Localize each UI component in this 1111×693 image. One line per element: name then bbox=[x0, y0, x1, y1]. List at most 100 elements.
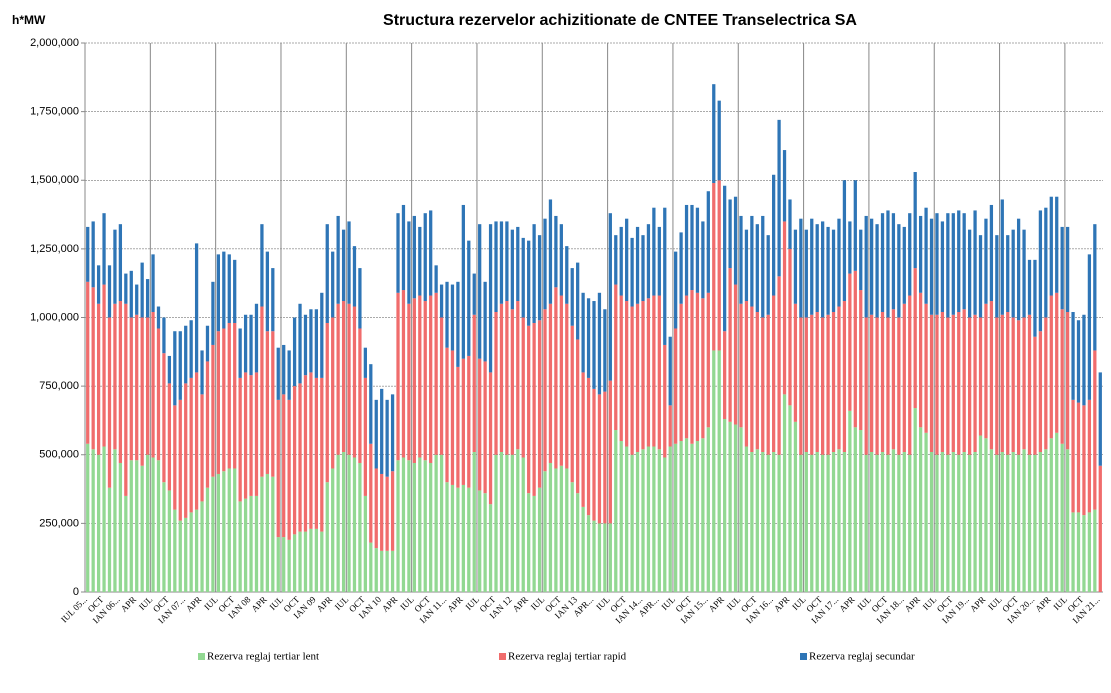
bar-segment bbox=[1060, 309, 1064, 444]
bar-segment bbox=[385, 399, 389, 477]
bar-segment bbox=[173, 331, 177, 406]
bar-segment bbox=[178, 331, 182, 400]
bar-segment bbox=[793, 303, 798, 422]
bar-segment bbox=[532, 224, 536, 323]
bar-segment bbox=[1065, 449, 1070, 592]
bar-segment bbox=[848, 273, 852, 411]
bar-segment bbox=[320, 531, 324, 592]
bar-segment bbox=[870, 218, 874, 315]
bar-segment bbox=[826, 454, 830, 592]
bar-segment bbox=[102, 446, 106, 592]
bar-segment bbox=[875, 224, 879, 318]
bar-segment bbox=[510, 309, 514, 455]
bar-segment bbox=[1022, 317, 1026, 450]
bar-segment bbox=[1022, 229, 1026, 318]
legend-label: Rezerva reglaj tertiar lent bbox=[207, 651, 319, 663]
bar-segment bbox=[298, 531, 302, 592]
bar-segment bbox=[701, 298, 705, 439]
bar-segment bbox=[630, 237, 634, 307]
bar-segment bbox=[739, 427, 743, 592]
bar-segment bbox=[91, 221, 95, 288]
bar-segment bbox=[902, 303, 906, 453]
bar-segment bbox=[608, 213, 612, 381]
bar-segment bbox=[200, 350, 204, 395]
bar-segment bbox=[456, 487, 460, 592]
bar-segment bbox=[543, 309, 547, 472]
bar-segment bbox=[271, 331, 275, 477]
bar-segment bbox=[298, 303, 302, 384]
bar-segment bbox=[706, 427, 710, 592]
bar-segment bbox=[739, 303, 743, 428]
bar-segment bbox=[260, 224, 264, 307]
bar-segment bbox=[532, 322, 536, 496]
bar-segment bbox=[946, 213, 950, 318]
bar-segment bbox=[842, 452, 847, 592]
bar-segment bbox=[380, 550, 384, 592]
x-tick-label: APR bbox=[380, 594, 399, 613]
bar-segment bbox=[625, 446, 629, 592]
bar-segment bbox=[194, 372, 199, 510]
bar-segment bbox=[902, 226, 906, 304]
bar-segment bbox=[608, 523, 612, 592]
bar-segment bbox=[1000, 314, 1004, 453]
bar-segment bbox=[423, 301, 427, 461]
bar-segment bbox=[194, 509, 199, 592]
bar-segment bbox=[967, 229, 972, 318]
bar-segment bbox=[412, 215, 416, 299]
bar-segment bbox=[216, 254, 221, 332]
bar-segment bbox=[1038, 331, 1043, 453]
bar-segment bbox=[254, 303, 259, 373]
bar-segment bbox=[918, 427, 923, 592]
bar-segment bbox=[249, 375, 253, 496]
bar-segment bbox=[782, 394, 787, 592]
bar-segment bbox=[113, 303, 117, 450]
bar-segment bbox=[799, 454, 803, 592]
bar-segment bbox=[167, 490, 172, 592]
bar-segment bbox=[96, 454, 101, 592]
bar-segment bbox=[505, 301, 509, 455]
bar-segment bbox=[260, 476, 264, 592]
bar-segment bbox=[238, 328, 242, 378]
bar-segment bbox=[1098, 372, 1102, 466]
bar-segment bbox=[396, 460, 400, 592]
bar-segment bbox=[238, 501, 242, 592]
bar-segment bbox=[478, 224, 482, 359]
x-tick-label: IUL 05... bbox=[59, 594, 89, 624]
bar-segment bbox=[559, 295, 563, 466]
bar-segment bbox=[309, 372, 313, 529]
x-tick-label: IUL bbox=[1051, 594, 1069, 612]
bar-segment bbox=[156, 460, 161, 592]
bar-segment bbox=[870, 314, 874, 453]
bar-segment bbox=[674, 251, 678, 329]
bar-segment bbox=[597, 394, 602, 524]
bar-segment bbox=[167, 355, 172, 384]
bar-segment bbox=[837, 449, 841, 592]
x-tick-label: IUL bbox=[790, 594, 808, 612]
bar-segment bbox=[380, 388, 384, 474]
bar-segment bbox=[679, 232, 683, 304]
bar-segment bbox=[265, 473, 270, 592]
bar-segment bbox=[1016, 454, 1021, 592]
bar-segment bbox=[766, 235, 770, 315]
bar-segment bbox=[777, 276, 781, 455]
bar-segment bbox=[1082, 405, 1086, 516]
bar-segment bbox=[222, 471, 226, 592]
bar-segment bbox=[750, 306, 754, 453]
bar-segment bbox=[1055, 196, 1059, 293]
bar-segment bbox=[467, 487, 471, 592]
bar-segment bbox=[537, 487, 542, 592]
bar-segment bbox=[663, 207, 667, 345]
bar-segment bbox=[695, 441, 700, 592]
bar-segment bbox=[211, 281, 215, 345]
bar-segment bbox=[1082, 515, 1086, 592]
bar-segment bbox=[1055, 292, 1059, 433]
bar-segment bbox=[619, 226, 623, 296]
bar-segment bbox=[913, 268, 917, 409]
bar-segment bbox=[145, 454, 150, 592]
bar-segment bbox=[129, 460, 133, 592]
bar-segment bbox=[86, 226, 90, 282]
bar-segment bbox=[712, 350, 716, 592]
bar-segment bbox=[652, 207, 656, 296]
bar-segment bbox=[352, 306, 357, 458]
